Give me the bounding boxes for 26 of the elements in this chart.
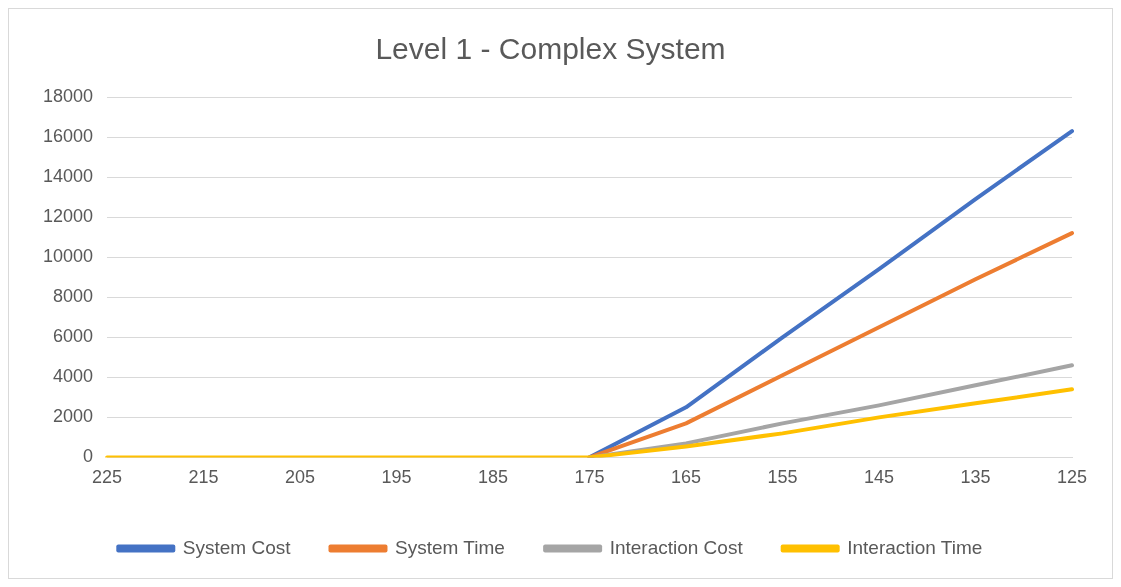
x-tick-label: 145 [863, 467, 895, 488]
y-tick-label: 14000 [42, 166, 94, 187]
x-tick-label: 175 [574, 467, 605, 488]
chart-title: Level 1 - Complex System [375, 32, 726, 66]
x-tick-label: 225 [92, 467, 123, 488]
y-tick-label: 6000 [53, 326, 94, 347]
x-tick-label: 125 [1056, 467, 1088, 488]
legend-label: System Time [394, 536, 505, 558]
x-tick-label: 205 [285, 467, 316, 488]
y-tick-label: 0 [83, 446, 94, 467]
y-tick-label: 2000 [53, 406, 94, 427]
y-tick-label: 16000 [42, 126, 94, 147]
legend-label: Interaction Cost [609, 536, 744, 558]
y-tick-label: 18000 [42, 85, 94, 106]
y-tick-label: 10000 [42, 246, 94, 267]
x-tick-label: 185 [478, 467, 509, 488]
y-tick-label: 12000 [42, 206, 94, 227]
x-tick-label: 195 [381, 467, 412, 488]
legend-label: System Cost [182, 536, 292, 558]
x-tick-label: 135 [960, 467, 991, 488]
x-tick-label: 155 [767, 467, 798, 488]
y-tick-label: 4000 [53, 366, 94, 387]
x-tick-label: 215 [188, 467, 219, 488]
x-tick-label: 165 [671, 467, 702, 488]
legend-label: Interaction Time [847, 536, 983, 558]
y-tick-label: 8000 [53, 286, 94, 307]
